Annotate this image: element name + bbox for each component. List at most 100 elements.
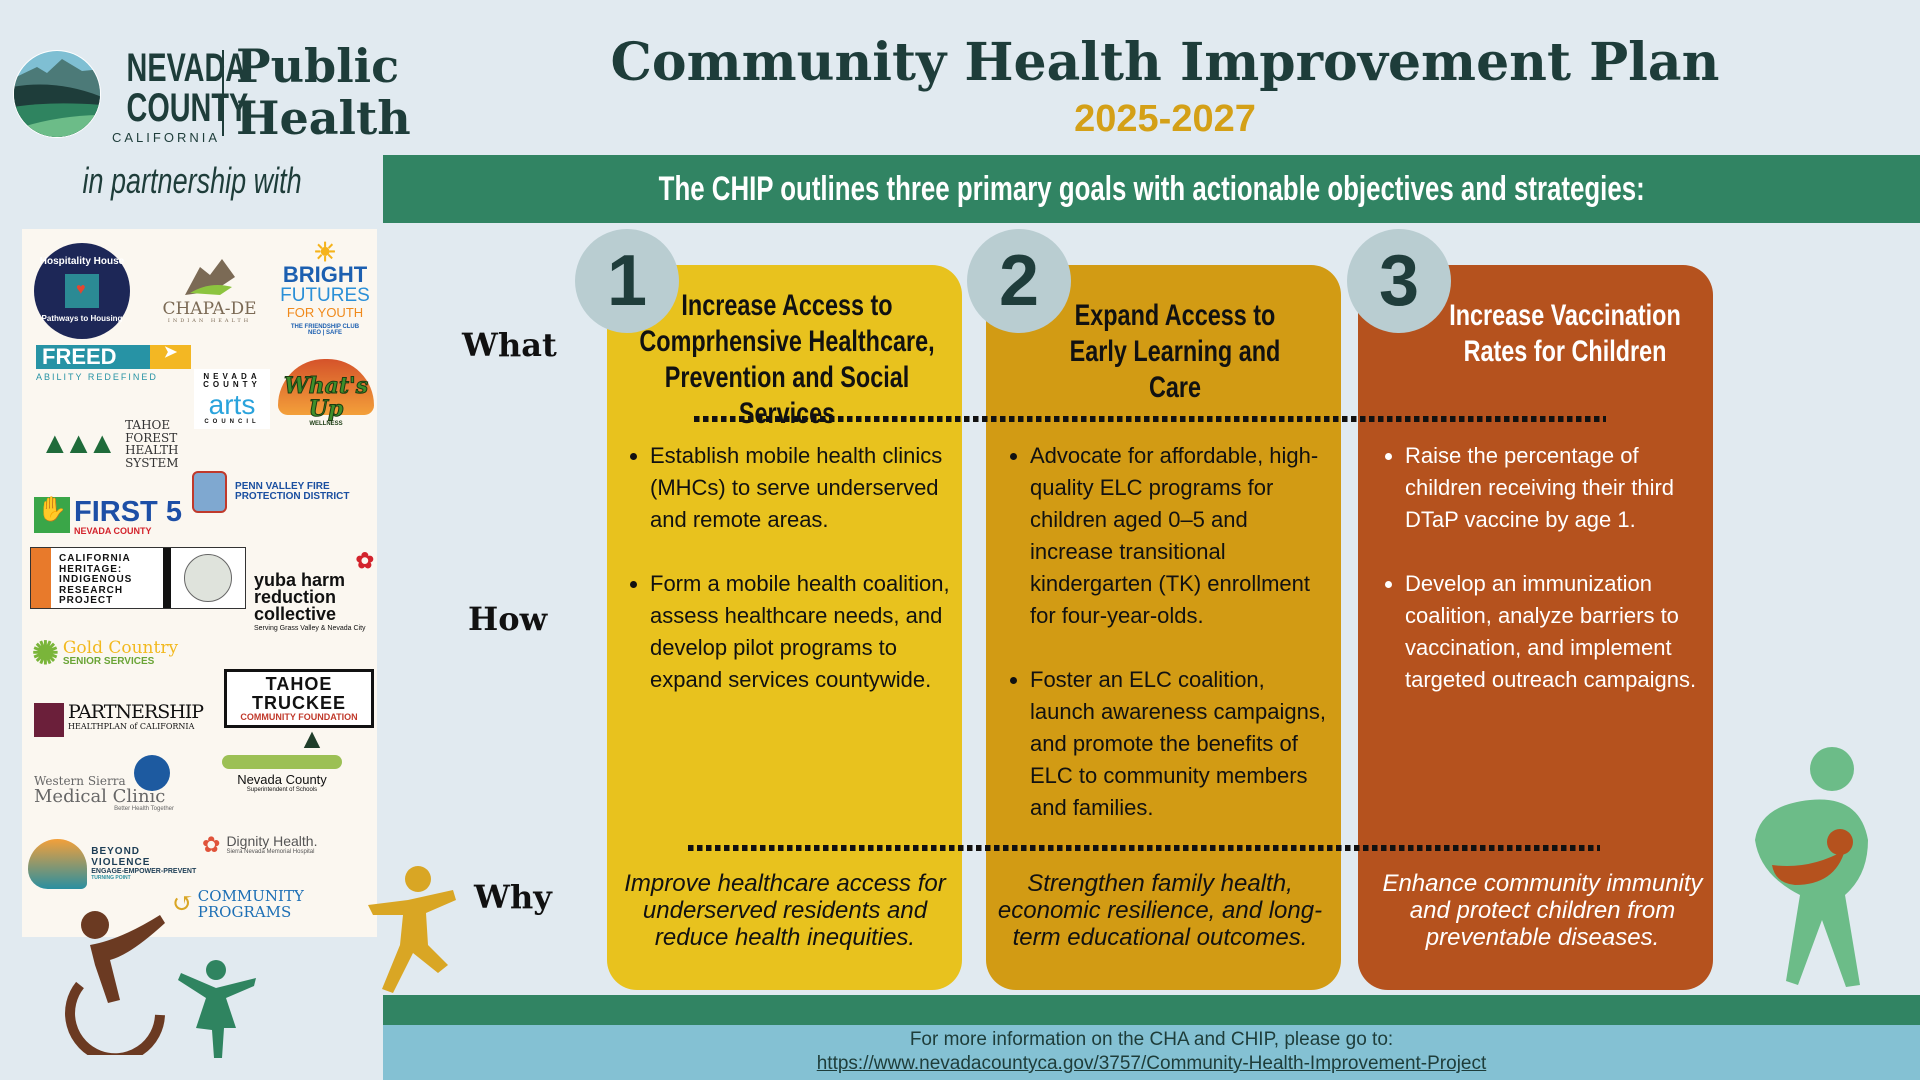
dignity-flower-icon: ✿ (202, 832, 221, 857)
partner-text: arts (208, 388, 256, 420)
partner-yuba-harm-reduction: ✿ yuba harm reduction collective Serving… (254, 549, 374, 632)
partner-text: NEVADA COUNTY (74, 526, 152, 537)
page-years: 2025-2027 (1074, 98, 1256, 140)
row-label-how: How (468, 600, 548, 638)
partnership-text: in partnership with (82, 160, 302, 201)
hand-icon: ✋ (34, 497, 70, 533)
goal-title-3: Increase Vaccination Rates for Children (1400, 298, 1730, 370)
wheelchair-figure-icon (65, 911, 165, 1055)
goal-title-text: Increase Access to Comprhensive Healthca… (639, 289, 935, 430)
rancheria-seal-icon (184, 554, 232, 602)
partner-community-beyond-violence: BEYOND VIOLENCE ENGAGE-EMPOWER-PREVENT TUR… (28, 839, 198, 889)
goal-card-1 (607, 265, 962, 990)
footer: For more information on the CHA and CHIP… (383, 1025, 1920, 1080)
bird-sun-icon (28, 839, 88, 889)
goal-title-2: Expand Access to Early Learning and Care (1010, 298, 1340, 406)
strategy-item: Establish mobile health clinics (MHCs) t… (650, 440, 953, 536)
strategy-item: Foster an ELC coalition, launch awarenes… (1030, 664, 1333, 824)
goal-title-1: Increase Access to Comprhensive Healthca… (622, 288, 952, 432)
partner-text: THE FRIENDSHIP CLUB (290, 323, 360, 330)
partner-text: Western Sierra (34, 774, 126, 788)
goal-card-3 (1358, 265, 1713, 990)
partnership-label: in partnership with (22, 160, 362, 202)
partner-text: PENN VALLEY FIRE PROTECTION DISTRICT (235, 480, 350, 502)
goal-2-why: Strengthen family health, economic resil… (997, 870, 1323, 951)
parent-holding-child-icon (1755, 747, 1868, 987)
partner-text: Pathways to Housing (41, 313, 123, 323)
goal-number-1: 1 (575, 229, 679, 333)
partnership-icon (34, 703, 64, 737)
people-star-icon: ✺ (32, 635, 59, 671)
partner-partnership-healthplan: PARTNERSHIP HEALTHPLAN of CALIFORNIA (34, 701, 210, 737)
goal-1-why: Improve healthcare access for underserve… (624, 870, 946, 951)
partner-gold-country: ✺ Gold Country SENIOR SERVICES (32, 635, 202, 671)
banner-text: The CHIP outlines three primary goals wi… (658, 170, 1645, 208)
goal-number-3: 3 (1347, 229, 1451, 333)
partner-text: ABILITY REDEFINED (36, 372, 158, 382)
goal-1-strategies: Establish mobile health clinics (MHCs) t… (608, 440, 953, 728)
divider-what-how (694, 416, 1606, 422)
footer-text: For more information on the CHA and CHIP… (909, 1029, 1394, 1050)
partner-nevada-county-schools: ▲ Nevada County Superintendent of School… (222, 724, 342, 793)
org-line-1: NEVADA (126, 46, 247, 90)
goal-3-why: Enhance community immunity and protect c… (1382, 870, 1703, 951)
goal-3-strategies: Raise the percentage of children receivi… (1363, 440, 1698, 728)
partner-text: FIRST 5 (74, 496, 182, 528)
org-line-2: COUNTY (126, 86, 249, 130)
partner-penn-valley-fire: PENN VALLEY FIRE PROTECTION DISTRICT (192, 471, 372, 513)
partner-dignity-health: ✿ Dignity Health. Sierra Nevada Memorial … (202, 833, 377, 856)
goal-2-strategies: Advocate for affordable, high-quality EL… (988, 440, 1333, 856)
sun-icon: ☀ (313, 237, 337, 267)
partner-text: HEALTHPLAN of CALIFORNIA (68, 721, 195, 731)
row-label-what: What (462, 326, 557, 364)
partner-text: COMMUNITY PROGRAMS (197, 887, 304, 921)
partner-text: WELLNESS (309, 421, 343, 428)
partner-text: COMMUNITY FOUNDATION (240, 711, 358, 722)
partner-text: NEVADA COUNTY (203, 372, 261, 390)
partner-text: Nevada County (237, 772, 327, 788)
org-line-3: CALIFORNIA (112, 130, 221, 145)
partner-text: CALIFORNIA HERITAGE: INDIGENOUS RESEARCH… (59, 553, 133, 606)
partner-chirp: CALIFORNIA HERITAGE: INDIGENOUS RESEARCH… (30, 547, 246, 609)
partner-text: yuba harm reduction collective (254, 570, 346, 625)
partner-text: TURNING POINT (91, 874, 131, 881)
goal-title-text: Expand Access to Early Learning and Care (1069, 299, 1281, 404)
partner-text: ENGAGE-EMPOWER-PREVENT (91, 868, 197, 876)
fire-badge-icon (192, 471, 228, 513)
logo-divider (222, 50, 224, 136)
partner-text: CHAPA-DE (162, 298, 257, 319)
partner-bright-futures: ☀ BRIGHT FUTURES FOR YOUTH THE FRIENDSHI… (280, 237, 370, 336)
strategy-item: Advocate for affordable, high-quality EL… (1030, 440, 1333, 632)
partner-text: FUTURES (280, 285, 370, 307)
partner-chapa-de: CHAPA-DE INDIAN HEALTH (162, 257, 257, 324)
western-sierra-icon (134, 755, 170, 791)
nevada-county-logo-icon (13, 50, 101, 138)
partner-arts-council: NEVADA COUNTY arts COUNCIL (194, 369, 270, 430)
chapa-de-mountain-icon (184, 259, 235, 295)
org-name: NEVADA COUNTY CALIFORNIA (112, 46, 249, 145)
strategy-item: Raise the percentage of children receivi… (1405, 440, 1698, 536)
child-figure-icon (178, 960, 256, 1058)
partner-western-sierra: Western Sierra Medical Clinic Better Hea… (34, 755, 174, 813)
row-label-why: Why (474, 878, 552, 916)
page-title: Community Health Improvement Plan (610, 32, 1720, 93)
partner-text: FOR YOUTH (286, 305, 364, 321)
partner-first5: ✋ FIRST 5 NEVADA COUNTY (34, 497, 184, 537)
goal-title-text: Increase Vaccination Rates for Children (1449, 299, 1681, 368)
goal-number-2: 2 (967, 229, 1071, 333)
pine-tree-icon: ▲ (298, 723, 326, 754)
partner-text: BEYOND VIOLENCE (91, 846, 151, 868)
partner-turning-point: ↺ COMMUNITY PROGRAMS (172, 887, 372, 921)
footer-link[interactable]: https://www.nevadacountyca.gov/3757/Comm… (816, 1053, 1487, 1074)
partner-hospitality-house: Hospitality House ♥ Pathways to Housing (34, 243, 130, 339)
partner-text: Serving Grass Valley & Nevada City (254, 625, 366, 633)
goals-banner: The CHIP outlines three primary goals wi… (383, 155, 1920, 223)
partner-freed: FREED ➤ ABILITY REDEFINED (36, 344, 191, 382)
partner-text: TAHOE TRUCKEE (251, 674, 346, 713)
partner-text: PARTNERSHIP (68, 701, 204, 723)
partner-text: TAHOE FOREST HEALTH SYSTEM (125, 418, 179, 470)
bird-icon: ➤ (150, 344, 191, 369)
partner-text: Gold Country (62, 637, 179, 658)
partner-text: COUNCIL (204, 419, 260, 426)
partner-text: Superintendent of Schools (246, 787, 318, 794)
